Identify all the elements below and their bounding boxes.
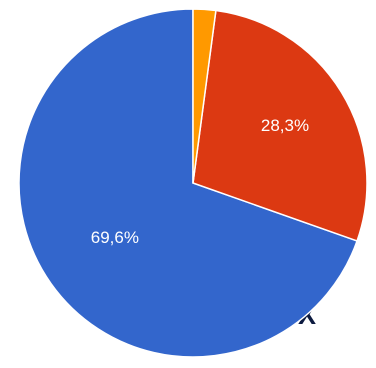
pie-slice-0: [18, 8, 359, 358]
pie-slice-label-0: 69,6%: [91, 228, 139, 247]
pie-slice-1: [192, 9, 368, 242]
pie-slice-2: [192, 8, 217, 184]
pie-labels: 69,6% 28,3%: [91, 116, 309, 247]
pie-slice-label-1: 28,3%: [261, 116, 309, 135]
pie-slices: [18, 8, 368, 358]
